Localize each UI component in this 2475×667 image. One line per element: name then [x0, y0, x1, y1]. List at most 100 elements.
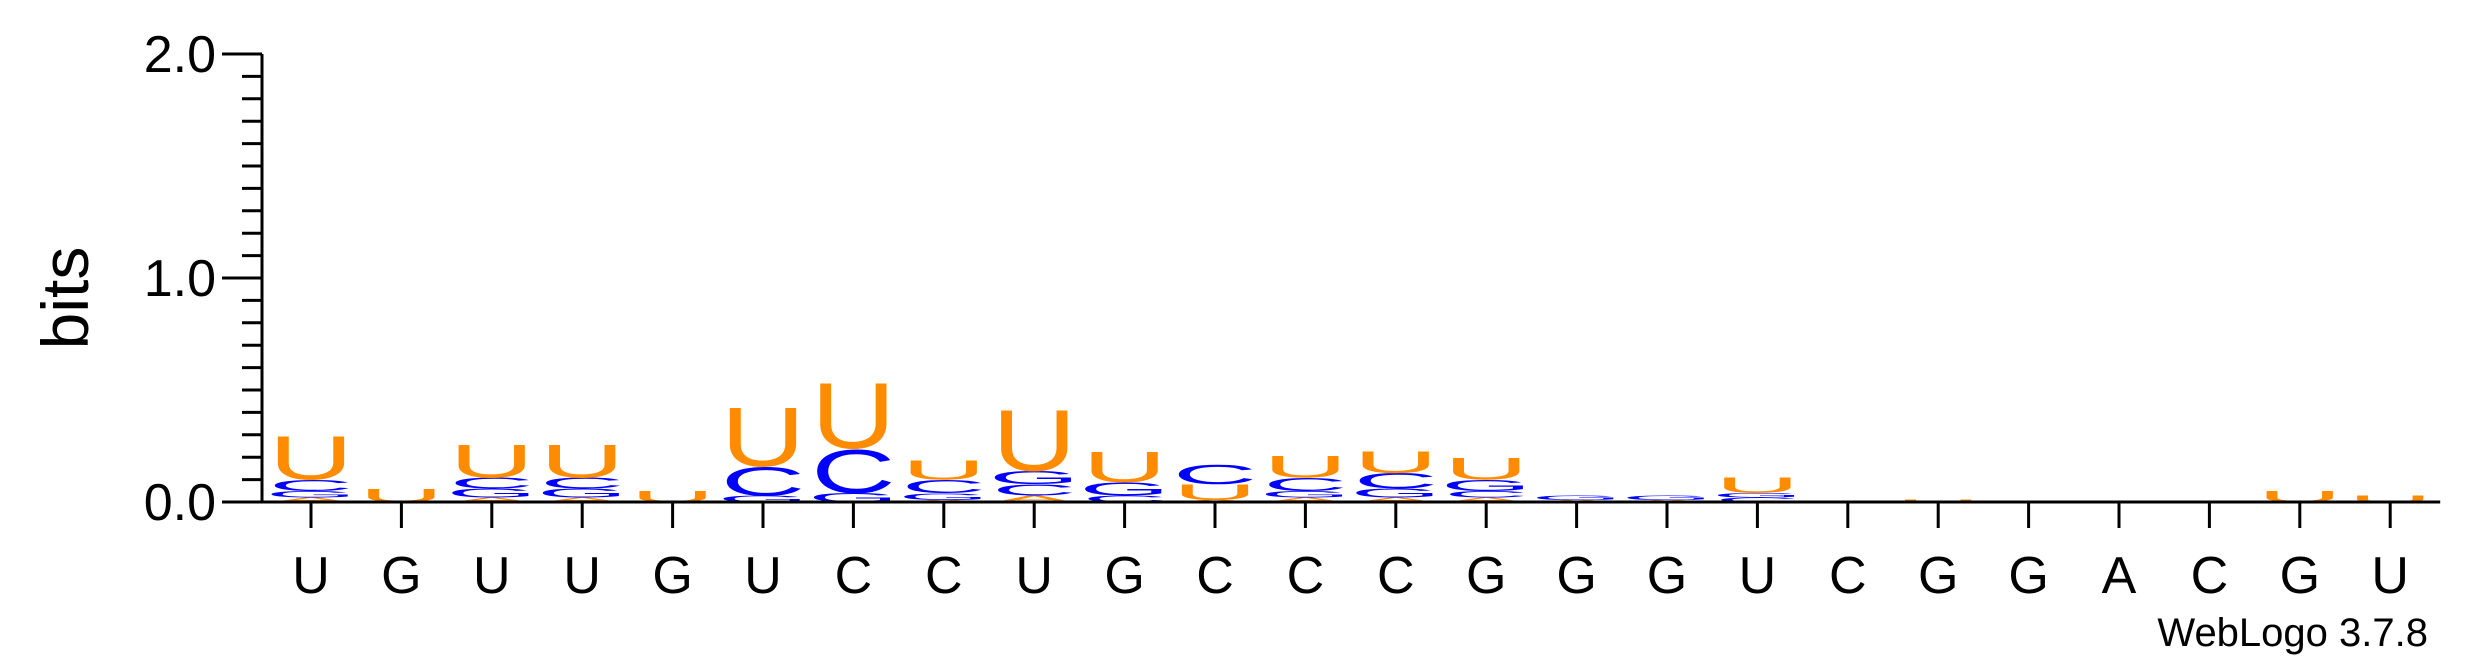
- logo-glyph: C: [721, 459, 805, 505]
- logo-letter-C: C: [1715, 496, 1799, 503]
- x-tick-label: G: [1104, 547, 1144, 605]
- logo-glyph: G: [1350, 486, 1441, 500]
- y-ticks: 0.0 1.0 2.0: [144, 26, 262, 532]
- logo-glyph: C: [811, 436, 895, 506]
- x-tick-label: G: [2008, 547, 2048, 605]
- logo-glyph: C: [1354, 469, 1438, 494]
- logo-letter-A: A: [1266, 496, 1344, 503]
- x-tick-label: C: [1196, 547, 1234, 605]
- logo-letter-U: U: [992, 392, 1076, 490]
- logo-glyph: G: [1441, 477, 1532, 494]
- logo-letter-U: U: [2348, 493, 2432, 504]
- logo-letter-C: C: [1444, 489, 1528, 500]
- logo-glyph: U: [1444, 452, 1528, 487]
- logo-letter-C: C: [450, 474, 534, 491]
- x-tick-label: G: [1556, 547, 1596, 605]
- logo-glyph: U: [1263, 450, 1347, 485]
- y-tick-label: 1.0: [144, 250, 216, 308]
- y-axis: 0.0 1.0 2.0: [144, 26, 264, 532]
- logo-letter-G: G: [898, 491, 989, 502]
- y-tick-label: 0.0: [144, 474, 216, 532]
- logo-letter-C: C: [1354, 469, 1438, 494]
- logo-letter-A: A: [995, 493, 1074, 504]
- logo-letter-G: G: [1712, 492, 1803, 499]
- logo-letter-U: U: [1444, 452, 1528, 487]
- logo-glyph: U: [811, 364, 895, 469]
- x-tick-label: C: [2191, 547, 2229, 605]
- logo-glyph: G: [446, 486, 537, 500]
- logo-glyph: G: [1260, 489, 1351, 500]
- logo-glyph: U: [992, 392, 1076, 490]
- logo-glyph: A: [453, 496, 531, 503]
- logo-letter-G: G: [1441, 477, 1532, 494]
- logo-glyph: U: [1082, 442, 1166, 491]
- logo-glyph: C: [1263, 474, 1347, 495]
- logo-letter-U: U: [1173, 480, 1257, 505]
- x-tick-label: G: [1647, 547, 1687, 605]
- logo-glyph: G: [537, 486, 628, 500]
- x-tick-label: U: [292, 547, 330, 605]
- logo-letter-C: C: [992, 481, 1076, 498]
- logo-glyph: A: [1447, 496, 1525, 503]
- logo-letter-C: C: [721, 459, 805, 505]
- x-tick-label: U: [473, 547, 511, 605]
- logo-glyph: U: [1715, 473, 1799, 498]
- x-tick-label: U: [744, 547, 782, 605]
- x-tick-label: G: [1918, 547, 1958, 605]
- x-ticks: [309, 502, 2392, 528]
- logo-letter-G: G: [1260, 489, 1351, 500]
- x-tick-label: G: [381, 547, 421, 605]
- logo-glyph: G: [898, 491, 989, 502]
- x-tick-label: C: [1829, 547, 1867, 605]
- logo-glyph: A: [543, 496, 621, 503]
- logo-glyph: G: [718, 493, 809, 504]
- weblogo-credit: WebLogo 3.7.8: [2157, 611, 2428, 655]
- logo-letter-G: G: [1531, 494, 1622, 501]
- x-tick-label: C: [1377, 547, 1415, 605]
- logo-letter-C: C: [540, 474, 624, 491]
- logo-glyph: C: [450, 474, 534, 491]
- logo-letter-A: A: [272, 496, 350, 503]
- logo-glyph: G: [1531, 494, 1622, 501]
- x-tick-label: G: [652, 547, 692, 605]
- logo-letter-C: C: [902, 476, 986, 497]
- logo-glyph: C: [1173, 459, 1257, 491]
- logo-glyph: C: [1444, 489, 1528, 500]
- logo-letter-U: U: [721, 390, 805, 485]
- logo-letter-G: G: [1622, 494, 1713, 501]
- x-tick-label: G: [2280, 547, 2320, 605]
- logo-glyph: G: [1079, 478, 1170, 499]
- logo-glyph: C: [540, 474, 624, 491]
- logo-glyph: U: [1173, 480, 1257, 505]
- logo-letter-U: U: [1715, 473, 1799, 498]
- x-tick-label: U: [563, 547, 601, 605]
- x-tick-label: G: [1466, 547, 1506, 605]
- x-tick-label: U: [2371, 547, 2409, 605]
- x-tick-label: U: [1015, 547, 1053, 605]
- logo-glyph: A: [1357, 496, 1435, 503]
- logo-letter-C: C: [269, 477, 353, 494]
- logo-glyph: C: [992, 481, 1076, 498]
- logo-letter-U: U: [1082, 442, 1166, 491]
- logo-glyph: C: [902, 476, 986, 497]
- logo-glyph: A: [995, 493, 1074, 504]
- logo-letter-U: U: [450, 435, 534, 487]
- logo-letter-U: U: [269, 423, 353, 493]
- x-tick-label: C: [1287, 547, 1325, 605]
- logo-glyph: G: [1712, 492, 1803, 499]
- logo-glyph: C: [269, 477, 353, 494]
- x-tick-label: C: [835, 547, 873, 605]
- logo-letter-U: U: [902, 454, 986, 486]
- plot-area: AGCUUAGCUAGCUUGCUGCUAGCUACGUCGUAUCAGCUAG…: [266, 364, 2433, 506]
- logo-glyph: C: [1715, 496, 1799, 503]
- y-axis-label: bits: [28, 247, 102, 350]
- logo-letter-A: A: [453, 496, 531, 503]
- logo-glyph: U: [540, 435, 624, 487]
- logo-glyph: G: [266, 489, 357, 500]
- logo-glyph: A: [272, 496, 350, 503]
- logo-glyph: A: [1266, 496, 1344, 503]
- x-tick-label: C: [925, 547, 963, 605]
